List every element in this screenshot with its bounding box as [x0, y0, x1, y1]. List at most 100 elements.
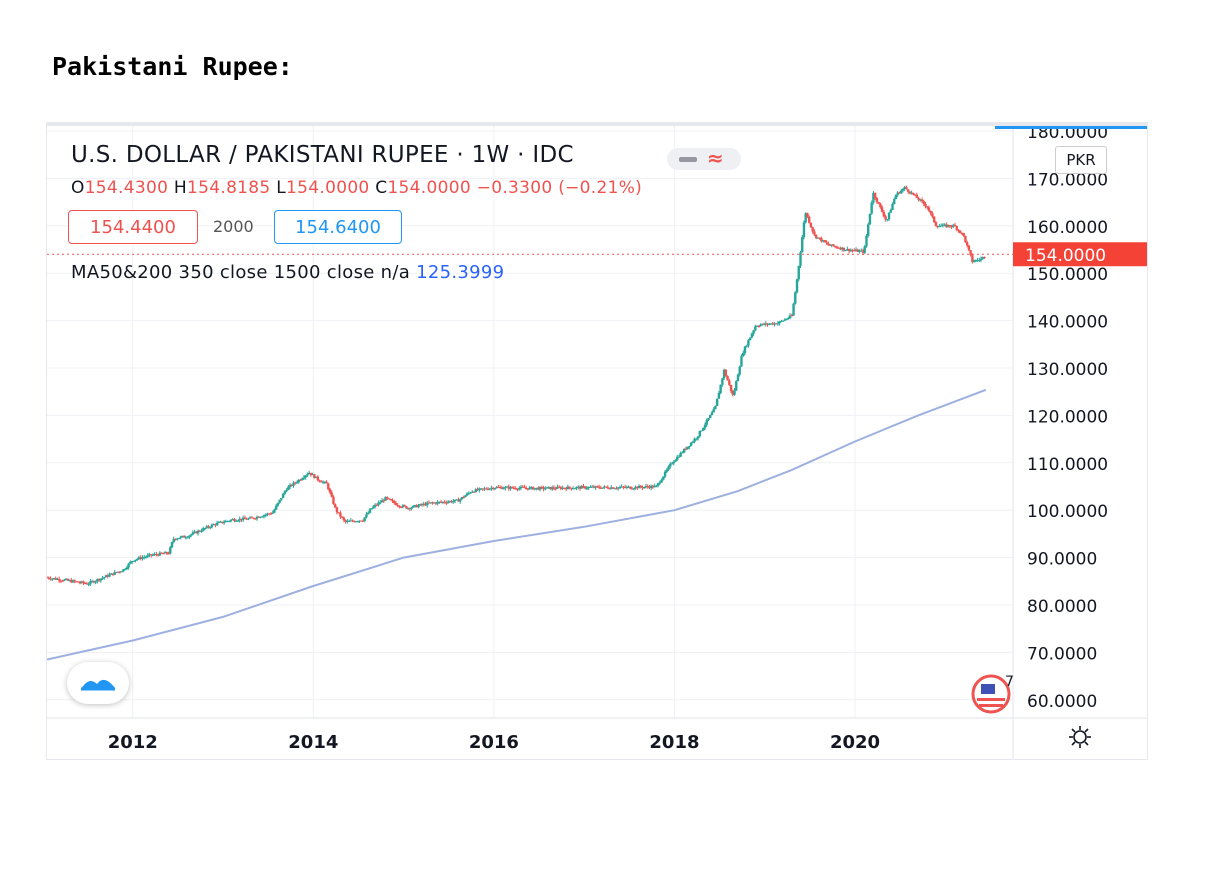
- candle-body: [651, 485, 655, 488]
- candle-body: [340, 516, 344, 518]
- candle-body: [920, 199, 924, 202]
- candle-body: [917, 197, 920, 200]
- candle-body: [59, 580, 63, 582]
- candle-body: [151, 554, 155, 556]
- candle-body: [705, 420, 708, 425]
- candle-body: [332, 496, 335, 505]
- currency-button[interactable]: PKR: [1055, 146, 1107, 174]
- candle-body: [500, 487, 504, 489]
- ohlc-values: O154.4300 H154.8185 L154.0000 C154.0000 …: [71, 178, 642, 198]
- y-tick-label: 70.0000: [1027, 644, 1097, 664]
- y-tick-label: 130.0000: [1027, 360, 1108, 380]
- candle-body: [691, 441, 695, 443]
- candle-body: [748, 337, 752, 341]
- candle-body: [794, 292, 797, 304]
- candle-body: [488, 488, 491, 490]
- candle-body: [78, 582, 82, 584]
- x-tick-label: 2018: [649, 732, 699, 753]
- tradingview-logo-icon[interactable]: [67, 662, 129, 704]
- candle-body: [604, 486, 608, 488]
- moving-average-line: [47, 388, 987, 661]
- candle-body: [116, 571, 120, 573]
- candle-body: [200, 530, 203, 532]
- candle-body: [307, 472, 311, 475]
- badge-count: 7: [1005, 674, 1014, 690]
- candle-body: [561, 487, 564, 489]
- candle-body: [149, 554, 153, 556]
- candle-body: [80, 581, 83, 583]
- chart-widget[interactable]: 180.0000 170.0000 160.0000 150.0000 140.0000…: [46, 122, 1148, 760]
- candle-body: [519, 486, 523, 489]
- candle-body: [502, 488, 505, 490]
- candle-body: [962, 233, 965, 236]
- candle-body: [264, 514, 267, 516]
- candle-body: [97, 579, 101, 581]
- candle-body: [807, 216, 811, 223]
- candle-body: [347, 520, 351, 522]
- candle-body: [601, 487, 604, 489]
- candle-body: [719, 384, 722, 394]
- candle-body: [186, 537, 189, 539]
- candle-body: [629, 486, 632, 489]
- candle-body: [327, 483, 330, 490]
- candle-body: [455, 499, 458, 501]
- candle-body: [320, 481, 323, 483]
- open-value: 154.4300: [84, 178, 169, 198]
- y-tick-label: 120.0000: [1027, 407, 1108, 427]
- candle-body: [643, 486, 646, 488]
- candle-body: [858, 250, 861, 252]
- change-value: −0.3300 (−0.21%): [476, 178, 643, 198]
- candle-body: [682, 448, 686, 453]
- candle-body: [768, 323, 771, 325]
- candle-body: [221, 521, 224, 523]
- candle-body: [495, 487, 498, 489]
- candle-body: [408, 508, 412, 510]
- page-heading: Pakistani Rupee:: [52, 52, 293, 81]
- candle-body: [77, 581, 80, 583]
- candle-body: [983, 256, 986, 258]
- candle-body: [585, 488, 589, 490]
- candle-body: [474, 489, 478, 493]
- candle-body: [219, 521, 222, 523]
- sell-price-button[interactable]: 154.4400: [68, 210, 198, 244]
- candle-body: [217, 522, 221, 524]
- candle-body: [174, 538, 177, 540]
- candle-body: [89, 581, 92, 584]
- candle-body: [208, 527, 212, 529]
- candle-body: [530, 486, 533, 488]
- candle-body: [905, 187, 908, 190]
- candle-body: [255, 516, 259, 519]
- candle-body: [420, 504, 424, 506]
- gear-icon[interactable]: [1067, 724, 1093, 750]
- candle-body: [257, 516, 261, 518]
- candle-body: [811, 227, 814, 232]
- candle-body: [127, 563, 130, 568]
- candle-body: [148, 554, 151, 556]
- candle-body: [516, 488, 519, 490]
- candle-body: [49, 578, 52, 580]
- candle-body: [563, 487, 566, 489]
- candle-body: [507, 486, 511, 489]
- candle-body: [160, 552, 163, 554]
- candle-body: [111, 573, 115, 575]
- candle-body: [622, 486, 625, 488]
- candle-body: [228, 520, 231, 522]
- candle-body: [269, 513, 273, 515]
- candle-body: [479, 488, 483, 490]
- candle-body: [747, 340, 750, 346]
- candle-body: [498, 487, 502, 489]
- candle-body: [294, 482, 297, 484]
- candle-body: [394, 502, 398, 505]
- candle-body: [292, 482, 295, 486]
- line-toggle-icon[interactable]: ≈: [667, 146, 741, 170]
- candle-body: [460, 497, 464, 500]
- candle-body: [851, 250, 854, 252]
- candle-body: [321, 481, 325, 483]
- candle-body: [901, 188, 905, 191]
- candle-body: [144, 556, 148, 558]
- candle-body: [169, 547, 172, 554]
- candle-body: [403, 505, 406, 507]
- price-chart[interactable]: 180.0000 170.0000 160.0000 150.0000 140.0000…: [47, 126, 1148, 760]
- candle-body: [828, 244, 832, 246]
- buy-price-button[interactable]: 154.6400: [274, 210, 402, 244]
